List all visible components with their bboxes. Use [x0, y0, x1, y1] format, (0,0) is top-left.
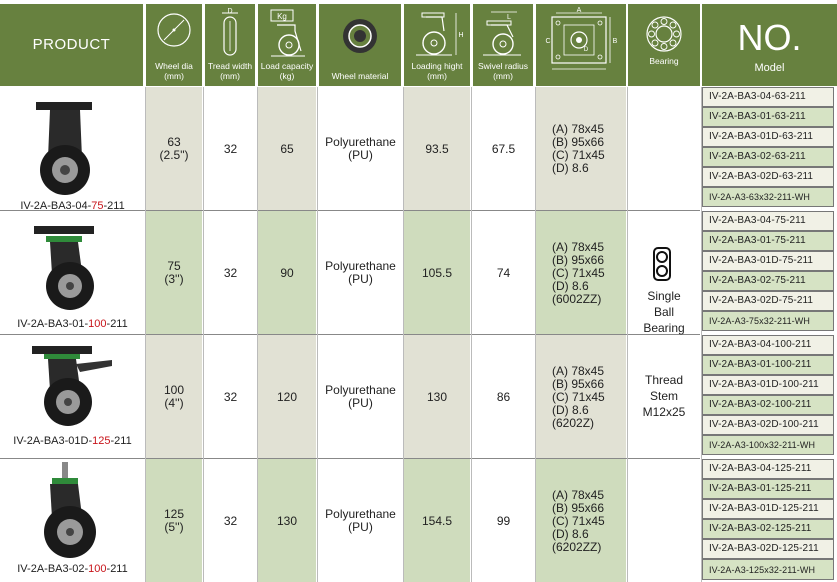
product-name: IV-2A-BA3-01D-125-211 — [13, 435, 132, 447]
load-capacity-label: Load capacity (kg) — [260, 61, 314, 81]
product-name: IV-2A-BA3-02-100-211 — [17, 563, 128, 575]
wheel-dia-value: 75 (3'') — [164, 259, 184, 286]
bearing-type: Single Ball Bearing — [643, 289, 685, 335]
loading-height-value: 154.5 — [421, 513, 453, 528]
model-number: IV-2A-A3-125x32-211-WH — [702, 559, 834, 580]
wheel-material-icon — [343, 19, 377, 53]
tread-d-letter: D — [227, 8, 232, 15]
model-number: IV-2A-BA3-01-125-211 — [702, 479, 834, 499]
swivel-radius-value: 67.5 — [491, 141, 516, 156]
plate-spec: (A) 78x45 (B) 95x66 (C) 71x45 (D) 8.6 (6002Z… — [552, 239, 605, 306]
wheel-dia-value: 125 (5'') — [163, 507, 185, 534]
model-number: IV-2A-BA3-04-125-211 — [702, 459, 834, 479]
model-number: IV-2A-BA3-01D-100-211 — [702, 375, 834, 395]
bearing-label: Bearing — [649, 56, 679, 66]
load-capacity-value: 120 — [276, 389, 298, 404]
model-number: IV-2A-BA3-02D-75-211 — [702, 291, 834, 311]
wheel-dia-icon — [157, 13, 191, 47]
model-number: IV-2A-BA3-04-63-211 — [702, 87, 834, 107]
model-number: IV-2A-BA3-01-100-211 — [702, 355, 834, 375]
wheel-dia-value: 100 (4'') — [163, 383, 185, 410]
swivel-radius-icon: L — [483, 11, 521, 56]
model-number: IV-2A-BA3-01-75-211 — [702, 231, 834, 251]
caster-image — [34, 226, 94, 310]
model-number: IV-2A-BA3-02D-125-211 — [702, 539, 834, 559]
model-number: IV-2A-BA3-02-75-211 — [702, 271, 834, 291]
model-number: IV-2A-BA3-04-100-211 — [702, 335, 834, 355]
plate-spec: (A) 78x45 (B) 95x66 (C) 71x45 (D) 8.6 (6202Z… — [552, 363, 605, 430]
caster-image — [32, 346, 112, 426]
product-name: IV-2A-BA3-04-75-211 — [20, 200, 125, 212]
model-number: IV-2A-BA3-01-63-211 — [702, 107, 834, 127]
top-plate-icon: A B C D — [545, 7, 618, 70]
loading-height-value: 105.5 — [421, 265, 453, 280]
model-number: IV-2A-A3-63x32-211-WH — [702, 187, 834, 207]
swivel-radius-label: Swivel radius (mm) — [477, 61, 529, 81]
load-capacity-value: 90 — [280, 265, 294, 280]
model-number: IV-2A-BA3-04-75-211 — [702, 211, 834, 231]
caster-image — [36, 102, 92, 195]
model-number: IV-2A-A3-75x32-211-WH — [702, 311, 834, 331]
plate-spec: (A) 78x45 (B) 95x66 (C) 71x45 (D) 8.6 — [552, 122, 605, 175]
wheel-dia-value: 63 (2.5") — [159, 135, 189, 162]
plate-b-letter: B — [613, 38, 618, 45]
wheel-material-value: Polyurethane (PU) — [325, 383, 396, 410]
model-subtitle: Model — [754, 62, 785, 74]
table-header: PRODUCT Wheel dia (mm) D Tread width (mm… — [0, 0, 837, 87]
header-loading-height: H Loading hight (mm) — [404, 4, 470, 86]
tread-width-icon: D — [222, 8, 238, 56]
model-number: IV-2A-BA3-02D-63-211 — [702, 167, 834, 187]
wheel-dia-label: Wheel dia (mm) — [155, 61, 193, 81]
header-load-capacity: Kg Load capacity (kg) — [258, 4, 316, 86]
height-h-letter: H — [458, 32, 463, 39]
product-name: IV-2A-BA3-01-100-211 — [17, 318, 128, 330]
model-number: IV-2A-BA3-02-125-211 — [702, 519, 834, 539]
plate-d-letter: D — [584, 47, 589, 53]
tread-width-value: 32 — [223, 389, 238, 404]
model-number: IV-2A-BA3-02D-100-211 — [702, 415, 834, 435]
tread-width-value: 32 — [223, 141, 238, 156]
tread-width-label: Tread width (mm) — [207, 61, 253, 81]
swivel-radius-value: 86 — [496, 389, 511, 404]
load-kg-letter: Kg — [277, 12, 287, 21]
plate-a-letter: A — [577, 7, 582, 14]
header-tread-width: D Tread width (mm) — [205, 4, 255, 86]
single-ball-bearing-icon — [653, 247, 671, 281]
header-bearing: Bearing — [628, 4, 700, 86]
model-number: IV-2A-BA3-01D-63-211 — [702, 127, 834, 147]
plate-spec: (A) 78x45 (B) 95x66 (C) 71x45 (D) 8.6 (6202Z… — [552, 487, 605, 554]
header-wheel-dia: Wheel dia (mm) — [146, 4, 202, 86]
bearing-icon — [646, 16, 682, 52]
tread-width-value: 32 — [223, 265, 238, 280]
loading-height-value: 93.5 — [425, 141, 449, 156]
model-number: IV-2A-BA3-01D-75-211 — [702, 251, 834, 271]
load-capacity-value: 65 — [280, 141, 294, 156]
wheel-material-value: Polyurethane (PU) — [325, 507, 396, 534]
wheel-material-value: Polyurethane (PU) — [325, 135, 396, 162]
swivel-l-letter: L — [507, 14, 511, 21]
model-number: IV-2A-BA3-02-100-211 — [702, 395, 834, 415]
thread-stem: Thread Stem M12x25 — [642, 373, 686, 419]
load-capacity-icon: Kg — [270, 9, 305, 57]
swivel-radius-value: 99 — [496, 513, 511, 528]
plate-c-letter: C — [545, 38, 550, 45]
load-capacity-value: 130 — [276, 513, 298, 528]
header-model-number: NO. Model — [702, 4, 837, 86]
loading-height-icon: H — [416, 12, 464, 56]
loading-height-value: 130 — [426, 389, 448, 404]
tread-width-value: 32 — [223, 513, 238, 528]
model-number: IV-2A-BA3-02-63-211 — [702, 147, 834, 167]
model-no-title: NO. — [737, 17, 802, 58]
loading-height-label: Loading hight (mm) — [411, 61, 463, 81]
model-number: IV-2A-A3-100x32-211-WH — [702, 435, 834, 455]
swivel-radius-value: 74 — [496, 265, 511, 280]
model-number: IV-2A-BA3-01D-125-211 — [702, 499, 834, 519]
header-product: PRODUCT — [0, 4, 143, 86]
header-plate-dimensions: A B C D — [536, 4, 626, 86]
header-wheel-material: Wheel material — [319, 4, 401, 86]
wheel-material-value: Polyurethane (PU) — [325, 259, 396, 286]
caster-image — [44, 462, 96, 558]
wheel-material-label: Wheel material — [331, 71, 389, 81]
header-swivel-radius: L Swivel radius (mm) — [473, 4, 533, 86]
